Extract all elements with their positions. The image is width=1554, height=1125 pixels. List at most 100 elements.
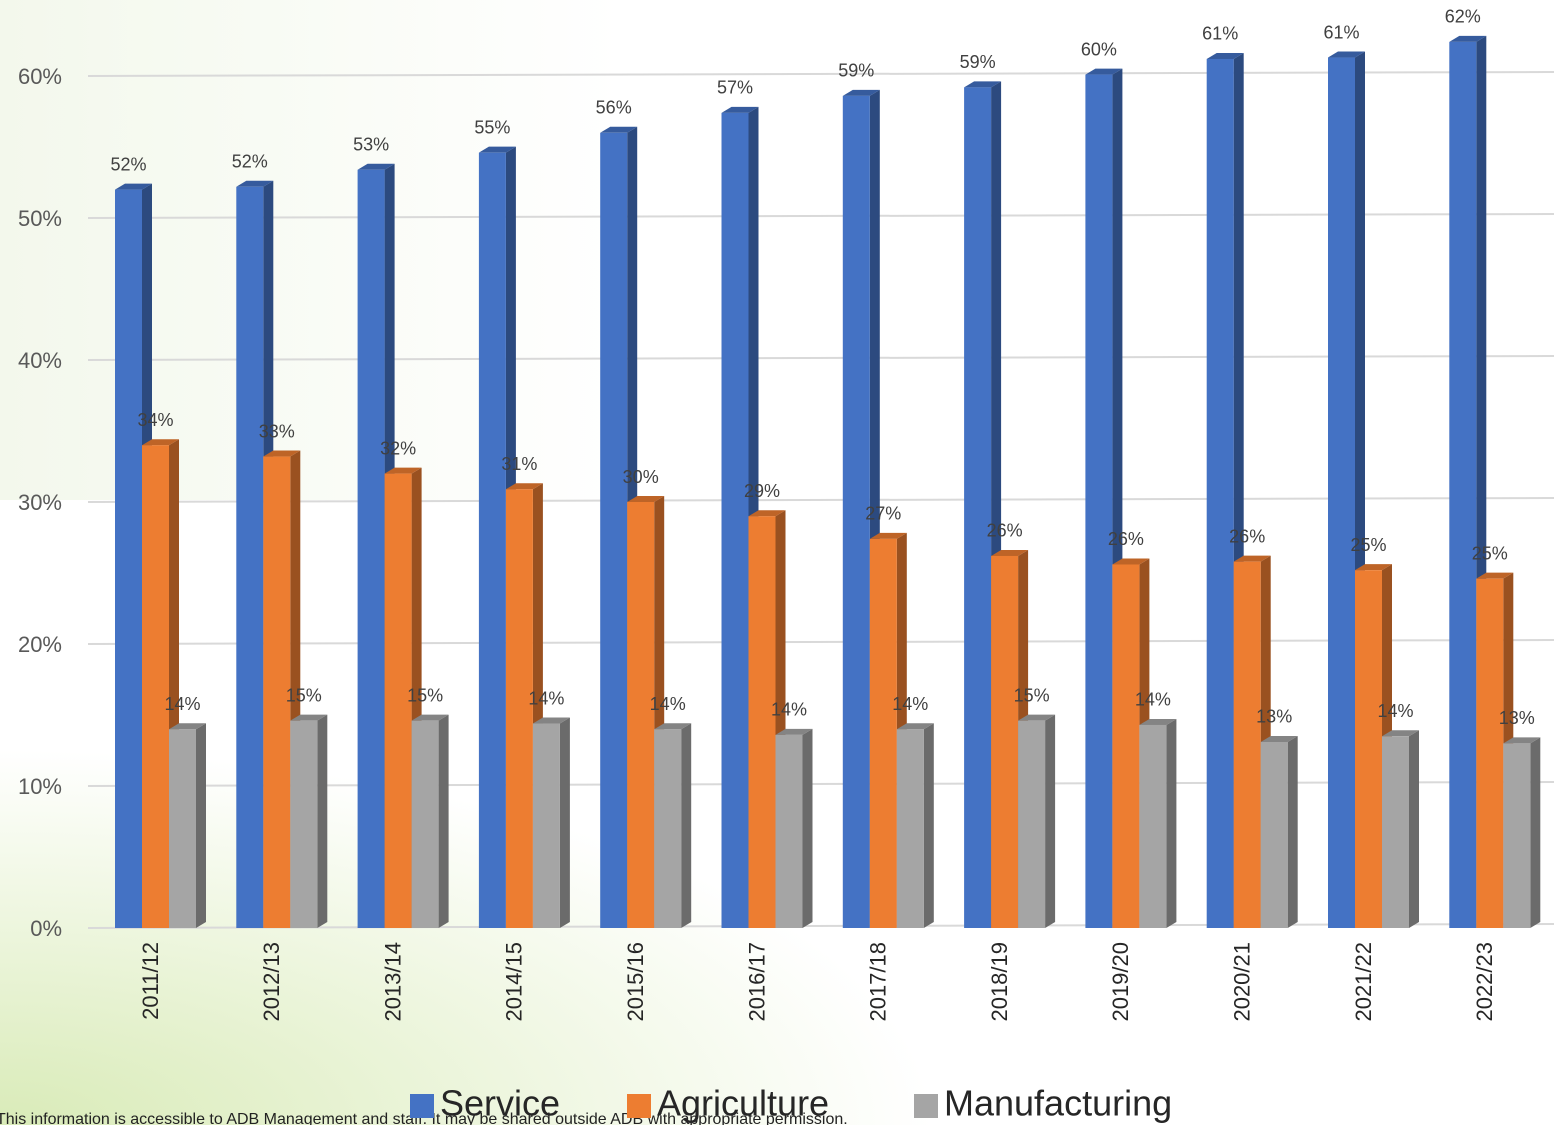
y-tick-label: 0% — [30, 916, 62, 941]
bar — [627, 502, 655, 928]
bar-top — [478, 146, 516, 153]
y-tick-label: 50% — [18, 206, 62, 231]
y-tick-label: 20% — [18, 632, 62, 657]
bar — [1449, 41, 1477, 929]
bar-side — [1409, 730, 1419, 928]
bar-top — [1233, 555, 1271, 562]
bar-top — [600, 126, 638, 133]
bar-top — [1139, 718, 1177, 725]
bar — [1233, 561, 1261, 928]
bar-top — [721, 106, 759, 113]
bar-top — [627, 496, 665, 502]
y-tick-label: 60% — [18, 64, 62, 89]
x-tick-label: 2022/23 — [1472, 942, 1497, 1022]
bar — [1112, 564, 1140, 928]
legend-swatch — [914, 1094, 938, 1118]
value-label: 14% — [650, 694, 686, 714]
bar — [991, 555, 1019, 928]
bar — [896, 729, 924, 928]
value-label: 13% — [1256, 707, 1292, 727]
bar-top — [532, 717, 570, 724]
value-label: 32% — [380, 438, 416, 458]
value-label: 52% — [110, 154, 146, 174]
bar — [1260, 741, 1288, 928]
bar-side — [1045, 714, 1056, 928]
x-tick-label: 2020/21 — [1230, 942, 1255, 1022]
bar — [1018, 720, 1046, 928]
bar — [505, 489, 533, 928]
grid-line — [87, 71, 1554, 77]
legend-label: Agriculture — [657, 1083, 829, 1124]
grid-line — [87, 781, 1554, 787]
value-label: 14% — [164, 694, 200, 714]
x-tick-label: 2021/22 — [1351, 942, 1376, 1022]
bar — [236, 186, 264, 928]
x-tick-label: 2014/15 — [502, 942, 527, 1022]
bar-top — [869, 532, 907, 539]
bar-top — [142, 439, 179, 446]
bar-top — [1328, 51, 1365, 58]
bar — [600, 132, 628, 929]
bar — [384, 473, 412, 928]
bar — [1355, 570, 1382, 928]
bar-top — [964, 81, 1002, 88]
bar — [411, 720, 439, 928]
bar-top — [991, 549, 1029, 556]
bar-top — [263, 450, 301, 457]
y-tick-label: 40% — [18, 348, 62, 373]
bar — [1206, 58, 1234, 928]
value-label: 25% — [1472, 543, 1508, 563]
value-label: 34% — [137, 410, 173, 430]
grid-line — [87, 923, 1554, 929]
bar — [263, 456, 291, 928]
bar — [532, 723, 560, 928]
value-label: 62% — [1445, 7, 1481, 27]
bar-top — [896, 723, 934, 730]
bar-top — [748, 510, 786, 517]
value-label: 55% — [474, 117, 510, 137]
value-label: 14% — [528, 688, 564, 708]
x-tick-label: 2019/20 — [1108, 942, 1133, 1022]
value-label: 56% — [596, 98, 632, 118]
bar-side — [802, 728, 813, 928]
bar-top — [169, 723, 206, 730]
value-label: 25% — [1350, 535, 1386, 555]
grid-line — [87, 213, 1554, 219]
legend-swatch — [410, 1094, 434, 1118]
bar-top — [357, 163, 395, 170]
value-label: 57% — [717, 78, 753, 98]
bar — [142, 445, 169, 928]
value-label: 15% — [286, 685, 322, 705]
bar-top — [1449, 35, 1487, 42]
bar-top — [654, 723, 692, 730]
bar-top — [1206, 52, 1244, 59]
value-label: 27% — [865, 504, 901, 524]
value-label: 29% — [744, 481, 780, 501]
value-label: 14% — [771, 700, 807, 720]
bar — [842, 95, 870, 928]
value-label: 59% — [838, 61, 874, 81]
bar-side — [681, 723, 692, 928]
bar — [721, 112, 749, 929]
value-label: 60% — [1081, 39, 1117, 59]
bar — [1382, 736, 1409, 928]
bar-top — [236, 180, 274, 187]
bar — [654, 729, 682, 928]
value-label: 59% — [960, 52, 996, 72]
grid-line — [87, 639, 1554, 645]
bar-top — [842, 89, 880, 96]
bar — [478, 152, 506, 928]
bar-side — [196, 723, 206, 928]
bar — [775, 734, 803, 928]
bar — [869, 538, 897, 928]
x-tick-label: 2018/19 — [987, 942, 1012, 1022]
bar — [1085, 74, 1113, 928]
bar — [1328, 57, 1355, 929]
bar-top — [1260, 735, 1298, 742]
x-tick-label: 2017/18 — [866, 942, 891, 1022]
bar-top — [115, 183, 152, 190]
value-label: 14% — [1377, 701, 1413, 721]
bar-top — [505, 483, 543, 490]
bar-side — [559, 717, 570, 928]
